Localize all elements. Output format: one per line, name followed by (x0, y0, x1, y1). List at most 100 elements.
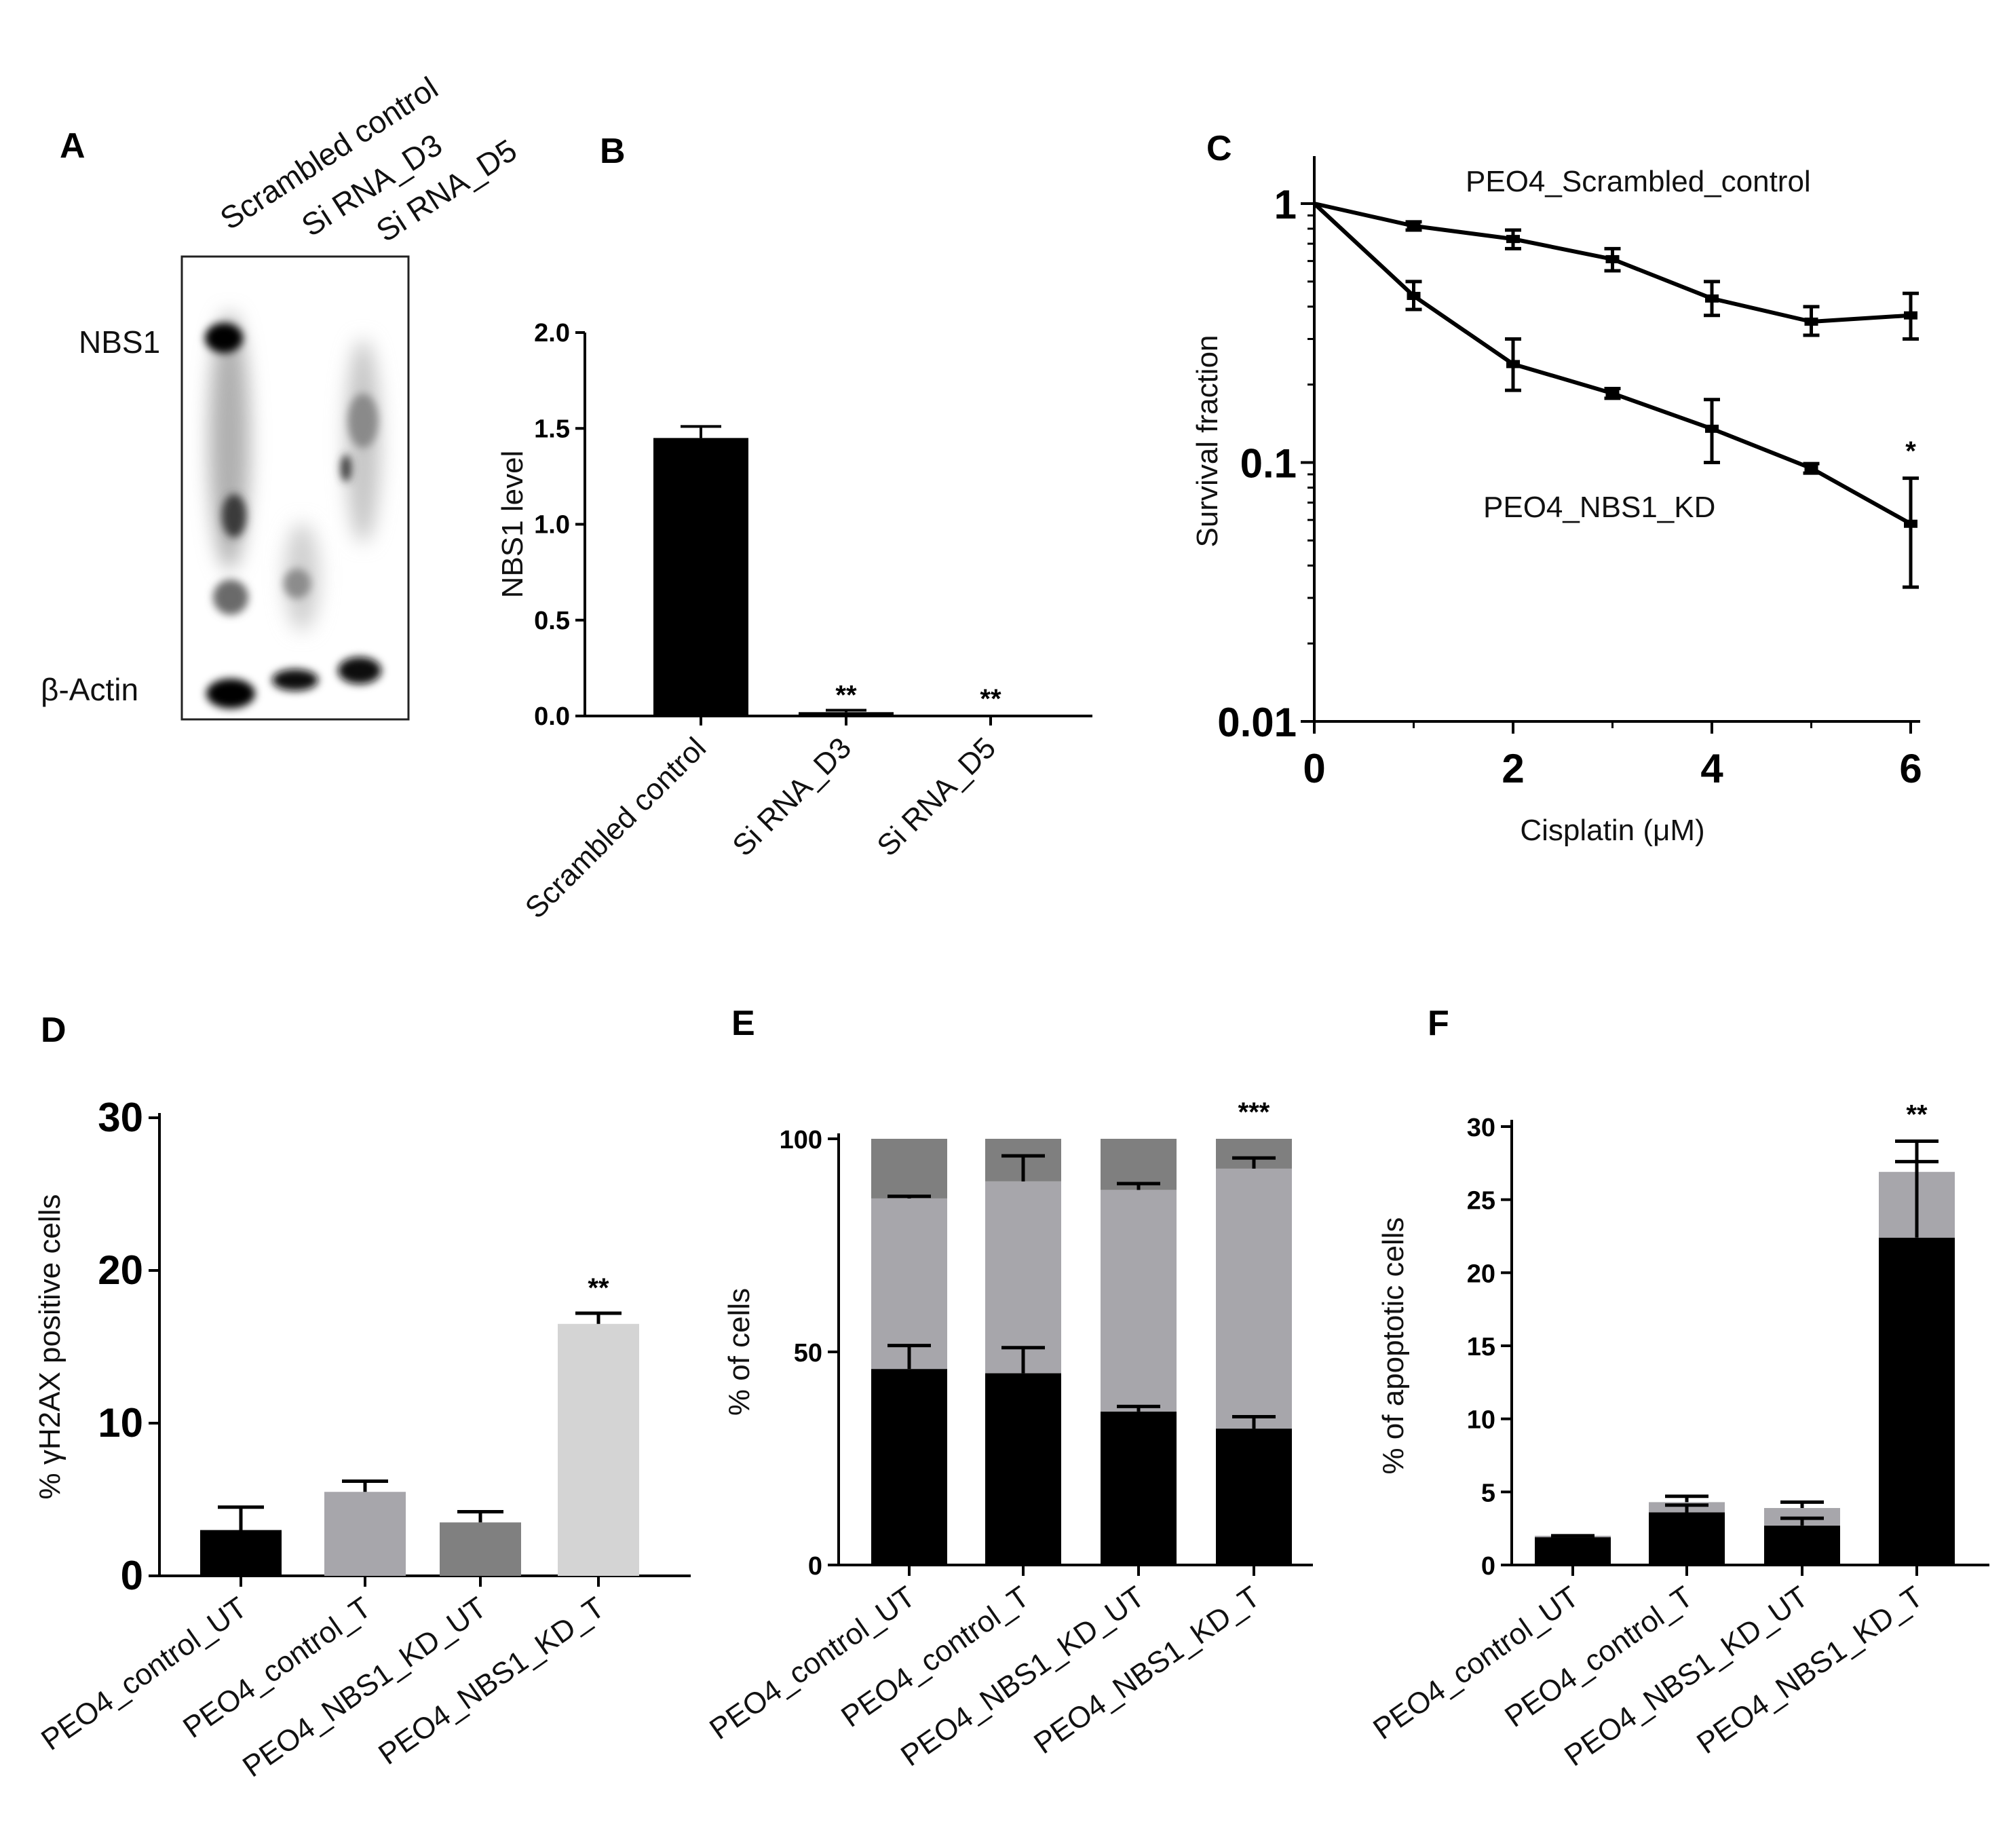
bar-segment (871, 1139, 947, 1199)
chart-e: 0 50 100 % of cells PEO4_control_UTPEO4_cont… (704, 1097, 1313, 1773)
bar (200, 1530, 282, 1576)
y-tick-label: 1.5 (534, 415, 570, 443)
data-point (1506, 235, 1520, 244)
x-category-label: Scrambled control (519, 731, 712, 924)
bar-segment (1879, 1237, 1955, 1565)
y-tick-label: 30 (98, 1095, 143, 1140)
series-label: PEO4_NBS1_KD (1483, 491, 1715, 524)
bar-segment (1649, 1512, 1725, 1565)
y-axis-label: % of cells (723, 1288, 756, 1416)
bar-segment (1101, 1190, 1177, 1412)
data-point (1605, 389, 1620, 398)
y-tick-label: 20 (98, 1247, 143, 1293)
y-axis-label: % γH2AX positive cells (33, 1194, 66, 1500)
panel-label-a: A (60, 126, 85, 166)
data-point (1407, 292, 1421, 301)
bar-segment (1216, 1168, 1292, 1429)
y-tick-label: 10 (98, 1400, 143, 1446)
y-tick-label: 20 (1467, 1260, 1495, 1288)
series-label: PEO4_Scrambled_control (1466, 165, 1811, 198)
x-tick-label: 2 (1502, 746, 1524, 791)
y-axis-label: Survival fraction (1191, 335, 1224, 547)
y-tick-label: 100 (780, 1126, 822, 1154)
data-point (1904, 519, 1917, 528)
panel-label-b: B (600, 132, 626, 171)
x-category-label: PEO4_control_UT (1367, 1580, 1585, 1746)
data-point (1904, 311, 1917, 320)
bar-segment (871, 1369, 947, 1565)
western-blot: Scrambled control Si RNA_D3 Si RNA_D5 NB… (41, 70, 523, 721)
y-tick-label: 0 (121, 1553, 143, 1598)
blot-band-label: β-Actin (41, 672, 138, 707)
y-tick-label: 50 (794, 1339, 822, 1368)
chart-d: 0 10 20 30 % γH2AX positive cells PEO4_contro… (33, 1095, 691, 1784)
panel-label-f: F (1428, 1004, 1449, 1043)
bar-segment (1764, 1525, 1840, 1565)
bar-segment (1101, 1139, 1177, 1190)
panel-label-c: C (1206, 129, 1232, 168)
blot-band-label: NBS1 (79, 324, 160, 360)
actin-band (272, 669, 318, 691)
significance-label: *** (1238, 1097, 1270, 1127)
panel-label-e: E (731, 1004, 755, 1043)
bar (324, 1492, 406, 1576)
x-tick-label: 4 (1700, 746, 1723, 791)
x-category-label: PEO4_control_UT (35, 1591, 253, 1757)
x-category-label: Si RNA_D5 (871, 731, 1002, 863)
bar (653, 438, 748, 716)
bar-segment (1535, 1537, 1611, 1565)
x-category-label: PEO4_control_UT (704, 1580, 921, 1746)
data-point (1804, 464, 1818, 472)
significance-label: ** (980, 684, 1001, 714)
bar (558, 1323, 639, 1576)
x-category-label: PEO4_control_T (1499, 1580, 1699, 1734)
y-tick-label: 0 (808, 1552, 822, 1581)
x-tick-label: 0 (1303, 746, 1325, 791)
bar-segment (871, 1198, 947, 1370)
bar (799, 712, 894, 716)
y-axis-label: NBS1 level (496, 451, 529, 599)
y-tick-label: 1.0 (534, 511, 570, 540)
y-tick-label: 25 (1467, 1187, 1495, 1215)
actin-band (338, 657, 381, 684)
y-tick-label: 1 (1274, 182, 1297, 227)
y-tick-label: 0.5 (534, 607, 570, 635)
panel-label-d: D (41, 1011, 66, 1050)
bar-segment (1216, 1429, 1292, 1565)
y-tick-label: 0.01 (1217, 700, 1297, 745)
data-point (1804, 317, 1818, 326)
bar-segment (985, 1373, 1061, 1565)
blot-bands (205, 323, 381, 709)
bar-segment (985, 1181, 1061, 1374)
chart-b: 0.0 0.5 1.0 1.5 2.0 NBS1 level Scrambled contr… (496, 319, 1092, 925)
significance-label: * (1905, 436, 1916, 466)
x-tick-label: 6 (1899, 746, 1922, 791)
data-point (1506, 360, 1520, 369)
y-tick-label: 0 (1481, 1552, 1495, 1581)
chart-f: 0 5 10 15 20 25 30 % of apoptotic cells PEO4_con… (1367, 1100, 1989, 1773)
x-axis-label: Cisplatin (μM) (1520, 814, 1704, 847)
bar-segment (1101, 1411, 1177, 1565)
y-axis-label: % of apoptotic cells (1377, 1217, 1410, 1474)
bar (440, 1522, 521, 1576)
y-tick-label: 2.0 (534, 319, 570, 347)
y-tick-label: 5 (1481, 1479, 1495, 1507)
x-category-label: Si RNA_D3 (726, 731, 858, 863)
data-point (1705, 294, 1719, 303)
y-tick-label: 15 (1467, 1333, 1495, 1361)
x-category-label: PEO4_control_T (835, 1580, 1035, 1734)
significance-label: ** (588, 1273, 609, 1303)
significance-label: ** (1906, 1100, 1928, 1130)
y-tick-label: 0.1 (1240, 441, 1297, 487)
y-tick-label: 0.0 (534, 702, 570, 731)
significance-label: ** (835, 680, 857, 710)
nbs1-band (205, 323, 243, 353)
data-point (1407, 221, 1421, 230)
chart-c: 0.01 0.1 1 0 2 4 6 Cisplatin (μM) Survival fract… (1191, 156, 1922, 847)
data-point (1605, 254, 1620, 263)
y-tick-label: 10 (1467, 1406, 1495, 1435)
y-tick-label: 30 (1467, 1114, 1495, 1142)
actin-band (206, 679, 255, 709)
data-point (1705, 424, 1719, 433)
